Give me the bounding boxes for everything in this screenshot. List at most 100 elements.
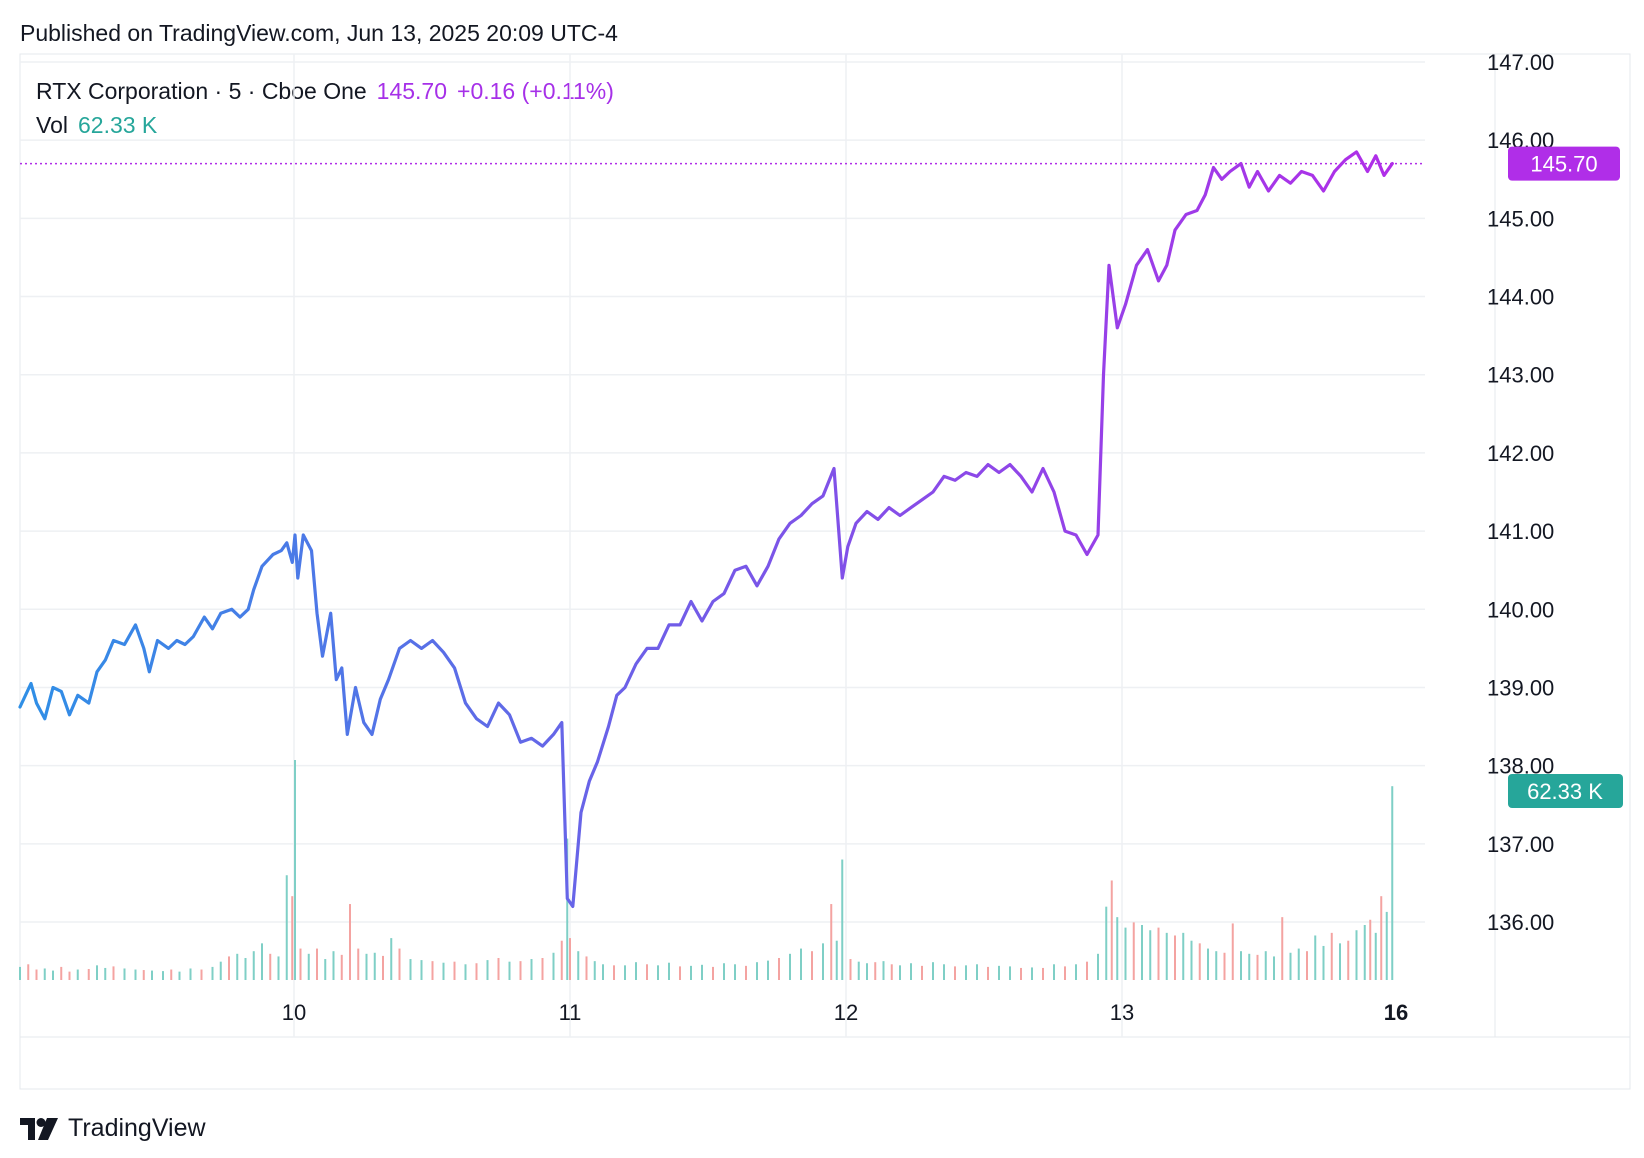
volume-bar bbox=[112, 966, 115, 980]
legend-symbol-row: RTX Corporation · 5 · Cboe One 145.70 +0.1… bbox=[36, 74, 614, 108]
volume-bar bbox=[324, 959, 327, 980]
volume-bar bbox=[1369, 919, 1372, 980]
volume-bar bbox=[1314, 935, 1317, 980]
volume-bar bbox=[701, 964, 703, 980]
grid-lines bbox=[20, 54, 1425, 1037]
volume-bar bbox=[1116, 917, 1119, 980]
volume-bar bbox=[830, 904, 833, 980]
volume-bar bbox=[87, 969, 90, 980]
volume-bar bbox=[1215, 951, 1218, 980]
volume-bar bbox=[1223, 952, 1226, 980]
volume-bar bbox=[1124, 927, 1127, 980]
price-line[interactable] bbox=[18, 150, 1394, 908]
volume-bar bbox=[987, 966, 989, 980]
volume-bar bbox=[822, 943, 824, 980]
price-axis[interactable]: 147.00146.00145.00144.00143.00142.00141.… bbox=[1487, 50, 1554, 935]
price-tick-label: 139.00 bbox=[1487, 675, 1554, 700]
volume-bar bbox=[1157, 927, 1160, 980]
volume-bar bbox=[998, 965, 1000, 980]
volume-bar bbox=[1330, 932, 1333, 980]
volume-bar bbox=[373, 952, 376, 980]
volume-bar bbox=[291, 896, 294, 980]
volume-bar bbox=[874, 962, 877, 980]
price-badge: 145.70 bbox=[1508, 146, 1620, 181]
volume-bar bbox=[552, 952, 555, 980]
volume-bar bbox=[382, 955, 384, 980]
time-tick-label: 12 bbox=[834, 1000, 858, 1025]
volume-bar bbox=[261, 943, 263, 980]
volume-bar bbox=[1256, 954, 1259, 980]
volume-bar bbox=[349, 904, 351, 980]
volume-bar bbox=[68, 971, 71, 980]
volume-bar bbox=[285, 875, 288, 980]
volume-bar bbox=[365, 953, 368, 980]
volume-bar bbox=[96, 965, 98, 980]
volume-bar bbox=[560, 940, 563, 980]
volume-bar bbox=[943, 964, 945, 980]
volume-bar bbox=[585, 956, 588, 980]
time-axis[interactable]: 10 11 12 13 16 bbox=[282, 1000, 1408, 1025]
price-tick-label: 145.00 bbox=[1487, 206, 1554, 231]
volume-bar bbox=[1075, 964, 1077, 980]
volume-bar bbox=[1149, 930, 1152, 980]
volume-bar bbox=[541, 958, 544, 980]
volume-bar bbox=[1264, 951, 1267, 980]
volume-bar bbox=[200, 969, 203, 980]
volume-bar bbox=[508, 961, 511, 980]
volume-bar bbox=[602, 964, 604, 980]
volume-bar bbox=[890, 964, 893, 980]
volume-bar bbox=[453, 961, 456, 980]
volume-bar bbox=[228, 956, 230, 980]
volume-bar bbox=[866, 963, 868, 980]
brand-name: TradingView bbox=[68, 1114, 206, 1142]
volume-bar bbox=[519, 961, 522, 980]
volume-bar bbox=[800, 948, 802, 980]
volume-bar bbox=[613, 965, 615, 980]
symbol-title[interactable]: RTX Corporation · 5 · Cboe One bbox=[36, 78, 367, 104]
volume-bar bbox=[60, 966, 63, 980]
volume-badge-bg bbox=[1508, 774, 1623, 808]
legend-change: +0.16 (+0.11%) bbox=[457, 78, 614, 104]
volume-bar bbox=[1231, 923, 1234, 980]
volume-bar bbox=[1297, 948, 1300, 980]
volume-bar bbox=[976, 964, 978, 980]
volume-bar bbox=[142, 970, 145, 980]
legend: RTX Corporation · 5 · Cboe One 145.70 +0.1… bbox=[36, 74, 614, 142]
volume-bar bbox=[104, 967, 107, 980]
volume-bar bbox=[431, 961, 434, 980]
volume-bar bbox=[646, 964, 648, 980]
volume-bar bbox=[624, 965, 626, 980]
volume-bar bbox=[577, 951, 580, 980]
time-tick-label: 10 bbox=[282, 1000, 306, 1025]
volume-bar bbox=[882, 961, 885, 980]
volume-bar bbox=[442, 962, 445, 980]
tradingview-logo-icon bbox=[20, 1117, 58, 1140]
volume-bar bbox=[1355, 930, 1358, 980]
volume-bar bbox=[27, 964, 30, 980]
tradingview-brand[interactable]: TradingView bbox=[20, 1114, 206, 1143]
volume-bar bbox=[1031, 967, 1033, 980]
volume-bar bbox=[189, 968, 192, 980]
volume-bar bbox=[712, 966, 714, 980]
volume-label[interactable]: Vol bbox=[36, 112, 68, 138]
volume-bar bbox=[1190, 940, 1193, 980]
volume-bar bbox=[1020, 967, 1022, 980]
volume-bar bbox=[1289, 952, 1292, 980]
volume-bar bbox=[899, 965, 901, 980]
volume-bar bbox=[409, 959, 412, 980]
volume-bar bbox=[1339, 943, 1341, 980]
volume-bar bbox=[19, 966, 21, 980]
time-tick-label: 11 bbox=[559, 1000, 582, 1025]
volume-bar bbox=[756, 962, 758, 980]
volume-bar bbox=[1374, 932, 1377, 980]
volume-bar bbox=[1385, 911, 1388, 980]
volume-bar bbox=[690, 965, 692, 980]
volume-bar bbox=[1105, 906, 1108, 980]
volume-bar bbox=[1174, 935, 1176, 980]
price-badge-text: 145.70 bbox=[1530, 152, 1597, 177]
volume-bar bbox=[390, 938, 393, 980]
volume-bar bbox=[1207, 948, 1209, 980]
volume-bar bbox=[307, 953, 310, 980]
volume-bar bbox=[178, 971, 181, 980]
